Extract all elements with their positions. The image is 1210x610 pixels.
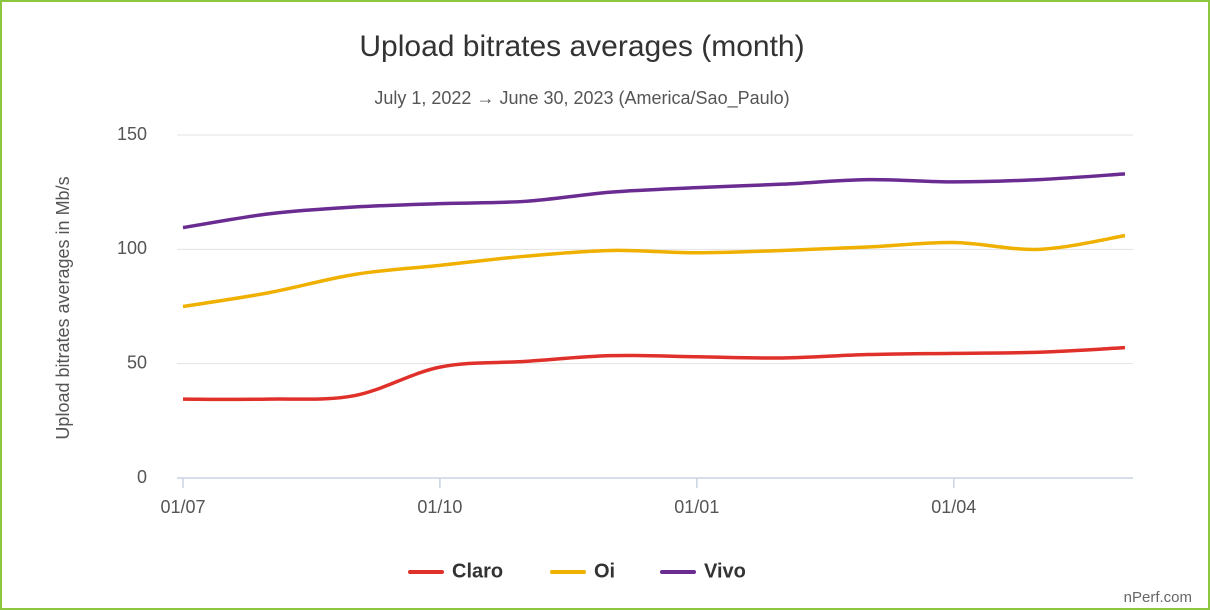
y-tick-label: 150 [117,124,147,144]
y-tick-label: 50 [127,352,147,372]
x-tick-label: 01/04 [931,497,976,517]
y-tick-label: 100 [117,238,147,258]
legend-label: Claro [452,560,503,582]
x-tick-label: 01/10 [417,497,462,517]
x-tick-label: 01/07 [160,497,205,517]
chart-title: Upload bitrates averages (month) [359,30,804,63]
series-line [182,345,1126,402]
y-tick-label: 0 [137,467,147,487]
y-axis-title: Upload bitrates averages in Mb/s [53,176,73,439]
series-line [182,172,1126,230]
x-tick-label: 01/01 [674,497,719,517]
legend-label: Oi [594,560,615,582]
chart-subtitle: July 1, 2022 → June 30, 2023 (America/Sa… [374,88,789,109]
credit: nPerf.com [1124,589,1192,606]
series-line [182,233,1126,309]
legend-label: Vivo [704,560,746,582]
